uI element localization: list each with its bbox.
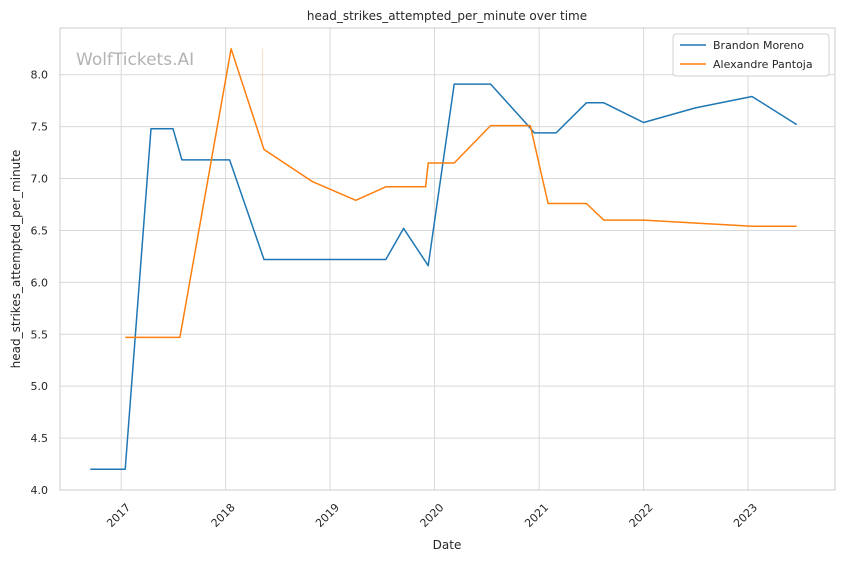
legend: Brandon Moreno Alexandre Pantoja xyxy=(672,33,830,77)
y-tick-label: 5.0 xyxy=(31,380,49,393)
y-tick-label: 8.0 xyxy=(31,69,49,82)
series-lines xyxy=(90,48,798,470)
y-tick-label: 7.5 xyxy=(31,121,49,134)
y-tick-label: 7.0 xyxy=(31,173,49,186)
series-line-brandon-moreno xyxy=(90,83,798,470)
y-tick-label: 4.5 xyxy=(31,432,49,445)
y-tick-label: 6.5 xyxy=(31,224,49,237)
y-axis-title: head_strikes_attempted_per_minute xyxy=(9,150,23,369)
plot-area xyxy=(60,28,835,490)
y-tick-label: 5.5 xyxy=(31,328,49,341)
chart-title: head_strikes_attempted_per_minute over t… xyxy=(307,9,587,23)
watermark-text: WolfTickets.AI xyxy=(76,50,194,70)
x-axis-title: Date xyxy=(433,538,462,552)
legend-box xyxy=(672,33,830,77)
plot-frame xyxy=(59,27,836,491)
legend-label: Alexandre Pantoja xyxy=(713,58,813,71)
y-tick-labels: 4.0 4.5 5.0 5.5 6.0 6.5 7.0 7.5 8.0 xyxy=(31,69,49,497)
y-tick-label: 6.0 xyxy=(31,276,49,289)
legend-label: Brandon Moreno xyxy=(713,39,804,52)
series-line-alexandre-pantoja xyxy=(125,48,797,339)
y-tick-label: 4.0 xyxy=(31,484,49,497)
